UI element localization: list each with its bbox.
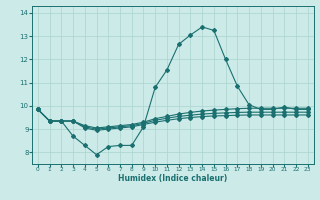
X-axis label: Humidex (Indice chaleur): Humidex (Indice chaleur) xyxy=(118,174,228,183)
